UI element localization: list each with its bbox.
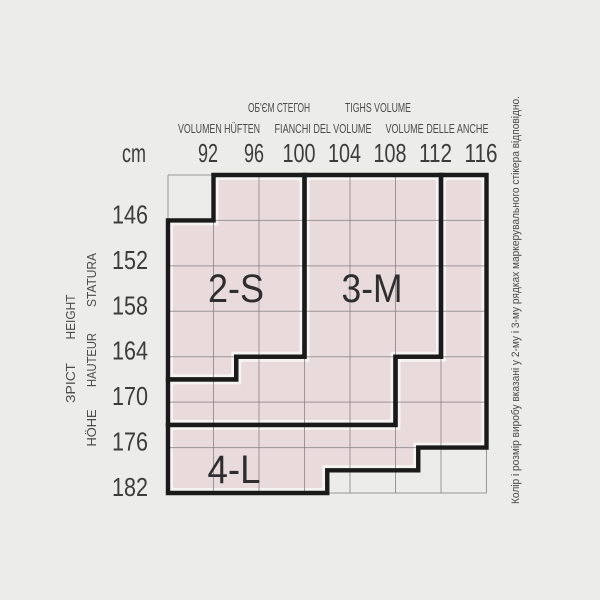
x-axis-title-fr: VOLUME DELLE ANCHE bbox=[386, 121, 489, 136]
y-axis-title-it: STATURA bbox=[84, 253, 99, 307]
y-tick: 170 bbox=[112, 381, 148, 411]
y-tick: 176 bbox=[112, 427, 148, 457]
region-3m-fill bbox=[173, 180, 436, 420]
y-tick: 146 bbox=[112, 199, 148, 229]
x-tick: 96 bbox=[244, 138, 264, 168]
y-tick: 164 bbox=[112, 336, 148, 366]
size-label-4l: 4-L bbox=[208, 448, 261, 492]
x-axis-title-it: FIANCHI DEL VOLUME bbox=[275, 121, 372, 136]
y-axis-title-de: HÖHE bbox=[84, 409, 99, 446]
size-label-3m: 3-M bbox=[342, 267, 403, 311]
x-tick: 104 bbox=[328, 138, 361, 168]
unit-label: cm bbox=[122, 138, 146, 168]
y-tick: 158 bbox=[112, 290, 148, 320]
region-4l-fill bbox=[173, 180, 482, 488]
y-axis-title-fr: HAUTEUR bbox=[84, 333, 99, 387]
region-pink-fills bbox=[173, 180, 482, 488]
sticker-note: Колір і розмір виробу вказані у 2-му і 3… bbox=[510, 96, 522, 504]
x-tick: 116 bbox=[465, 138, 498, 168]
region-outlines bbox=[165, 172, 489, 496]
x-tick: 108 bbox=[374, 138, 407, 168]
y-axis-title-en: HEIGHT bbox=[63, 294, 78, 339]
x-axis-title-de: VOLUMEN HÜFTEN bbox=[178, 121, 260, 136]
region-2s-fill bbox=[173, 180, 300, 375]
x-tick: 100 bbox=[283, 138, 316, 168]
x-tick: 92 bbox=[198, 138, 218, 168]
region-4l-outline bbox=[165, 172, 489, 496]
y-tick: 152 bbox=[112, 245, 148, 275]
x-axis-title-uk: ОБ'ЄМ СТЕГОН bbox=[248, 100, 310, 115]
size-label-2s: 2-S bbox=[208, 267, 264, 311]
x-tick: 112 bbox=[419, 138, 452, 168]
y-axis-title-uk: ЗРІСТ bbox=[63, 363, 78, 403]
y-tick: 182 bbox=[112, 472, 148, 502]
x-axis-title-en: TIGHS VOLUME bbox=[345, 100, 411, 115]
